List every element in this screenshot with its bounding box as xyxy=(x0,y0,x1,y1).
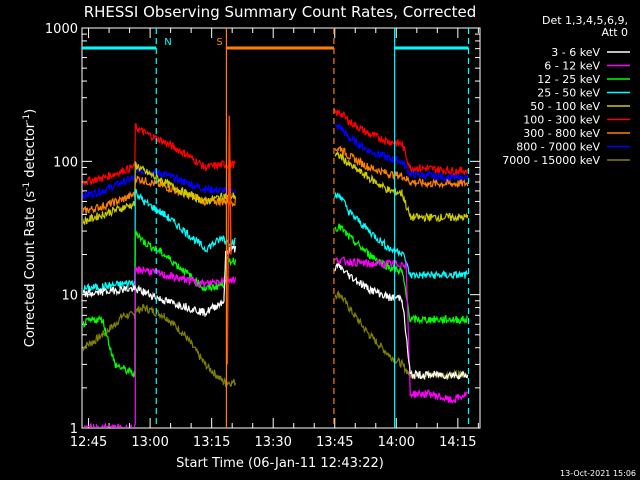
legend-header: Det 1,3,4,5,6,9, xyxy=(542,14,628,27)
legend-entry-label: 12 - 25 keV xyxy=(537,73,600,86)
series-line-800-7000keV xyxy=(83,122,469,200)
series-line-50-100keV xyxy=(83,150,469,225)
series-line-3-6keV xyxy=(83,245,469,381)
x-tick-label: 14:15 xyxy=(439,435,476,450)
legend-entry-label: 800 - 7000 keV xyxy=(516,141,600,154)
series-line-300-800keV xyxy=(83,145,469,215)
legend-entry-label: 300 - 800 keV xyxy=(523,127,600,140)
x-tick-label: 13:45 xyxy=(316,435,353,450)
legend-entry-label: 50 - 100 keV xyxy=(530,100,600,113)
series-line-12-25keV xyxy=(83,223,469,379)
flare-spike xyxy=(226,115,232,365)
legend-entry-label: 3 - 6 keV xyxy=(551,46,600,59)
y-axis-label-sup: -1 xyxy=(22,182,32,191)
marker-label-N: N xyxy=(164,37,171,48)
legend-entry-label: 100 - 300 keV xyxy=(523,114,600,127)
y-axis-label-close: ) xyxy=(23,109,38,114)
footer-timestamp: 13-Oct-2021 15:06 xyxy=(560,469,636,478)
series-line-100-300keV xyxy=(83,108,469,186)
x-tick-label: 13:15 xyxy=(193,435,230,450)
x-axis-label: Start Time (06-Jan-11 12:43:22) xyxy=(176,456,384,471)
y-axis-label: Corrected Count Rate (s-1 detector-1) xyxy=(22,109,38,347)
y-tick-label: 1000 xyxy=(45,22,78,37)
x-tick-label: 12:45 xyxy=(70,435,107,450)
x-tick-label: 14:00 xyxy=(378,435,415,450)
y-axis-label-sup2: -1 xyxy=(22,114,32,123)
marker-label-S: S xyxy=(216,37,222,48)
y-tick-label: 1 xyxy=(70,422,78,437)
data-layer xyxy=(83,108,469,427)
legend-header: Att 0 xyxy=(602,26,628,39)
y-tick-label: 100 xyxy=(53,155,78,170)
legend-entry-label: 7000 - 15000 keV xyxy=(502,154,600,167)
series-line-25-50keV xyxy=(83,188,469,293)
legend-entry-label: 6 - 12 keV xyxy=(544,60,600,73)
y-tick-label: 10 xyxy=(61,289,78,304)
plot-frame xyxy=(81,27,481,429)
y-axis-label-main: Corrected Count Rate (s xyxy=(23,191,38,348)
x-tick-label: 13:00 xyxy=(131,435,168,450)
chart-title: RHESSI Observing Summary Count Rates, Co… xyxy=(84,3,477,21)
legend-entry-label: 25 - 50 keV xyxy=(537,87,600,100)
x-tick-label: 13:30 xyxy=(254,435,291,450)
series-line-6-12keV xyxy=(84,256,468,427)
y-axis-label-tail: detector xyxy=(23,122,38,182)
plot-area: 1 10 100 1000 12:45 13:00 13:15 13:30 13:45 14:00… xyxy=(45,22,481,450)
